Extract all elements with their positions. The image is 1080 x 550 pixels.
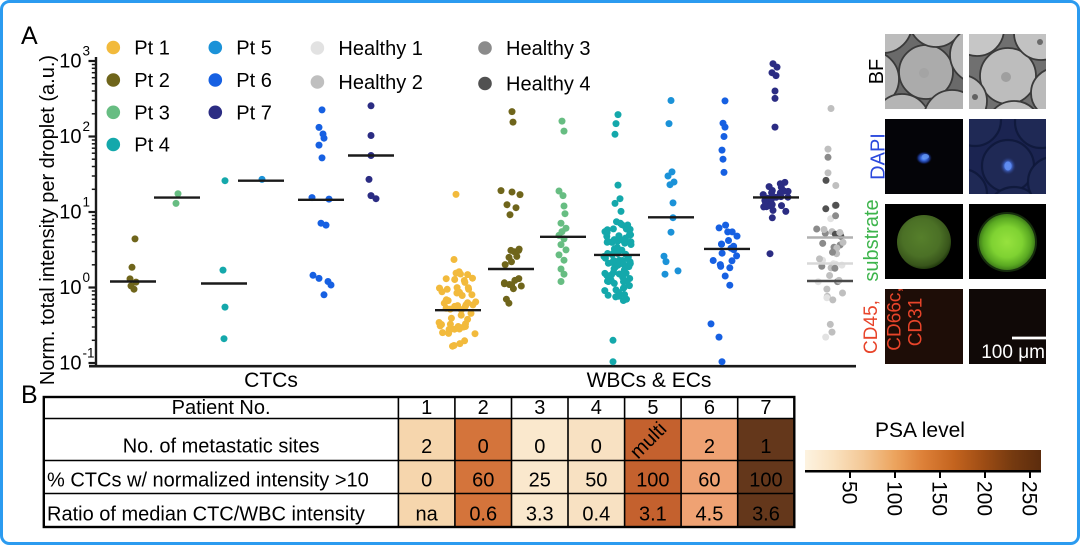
svg-text:No. of metastatic sites: No. of metastatic sites [123,436,320,458]
svg-text:3.6: 3.6 [752,504,780,526]
svg-text:25: 25 [529,470,551,492]
svg-text:200: 200 [973,481,996,516]
svg-text:0.4: 0.4 [582,504,610,526]
svg-text:Pt 2: Pt 2 [134,70,170,92]
svg-text:Pt 5: Pt 5 [236,38,272,60]
svg-text:CD66c,: CD66c, [885,287,906,350]
svg-text:0: 0 [534,436,545,458]
svg-text:PSA level: PSA level [875,419,965,442]
svg-text:60: 60 [472,470,494,492]
svg-text:A: A [21,22,38,50]
svg-text:3: 3 [83,44,91,59]
svg-text:0: 0 [83,270,91,285]
svg-text:0: 0 [478,436,489,458]
svg-text:100: 100 [749,470,782,492]
svg-text:CD45,: CD45, [861,300,882,354]
svg-text:100: 100 [636,470,669,492]
svg-text:Pt 3: Pt 3 [134,102,170,124]
svg-text:CTCs: CTCs [244,369,298,392]
svg-text:5: 5 [647,397,658,419]
svg-text:2: 2 [83,119,91,134]
svg-text:150: 150 [928,481,951,516]
svg-text:1: 1 [760,436,771,458]
svg-text:Pt 4: Pt 4 [134,135,170,157]
svg-text:100 μm: 100 μm [981,342,1045,363]
svg-text:Healthy 4: Healthy 4 [506,74,591,96]
svg-text:1: 1 [83,195,91,210]
svg-text:Pt 7: Pt 7 [236,102,272,124]
svg-text:6: 6 [704,397,715,419]
svg-text:2: 2 [421,436,432,458]
svg-text:4.5: 4.5 [696,504,724,526]
svg-text:10: 10 [59,202,81,224]
svg-text:0: 0 [591,436,602,458]
svg-text:B: B [21,381,38,409]
svg-text:substrate: substrate [861,199,883,281]
svg-text:Healthy 1: Healthy 1 [338,38,423,60]
svg-text:Healthy 3: Healthy 3 [506,38,591,60]
svg-text:0: 0 [421,470,432,492]
svg-text:10: 10 [59,51,81,73]
svg-text:DAPI: DAPI [868,133,890,180]
svg-text:60: 60 [698,470,720,492]
svg-text:10: 10 [59,353,81,375]
svg-text:10: 10 [59,277,81,299]
svg-text:4: 4 [591,397,602,419]
svg-text:50: 50 [838,481,861,504]
svg-text:10: 10 [59,126,81,148]
svg-text:CD31: CD31 [906,298,927,347]
svg-text:100: 100 [883,481,906,516]
svg-text:250: 250 [1018,481,1041,516]
svg-text:% CTCs w/ normalized intensity: % CTCs w/ normalized intensity >10 [47,470,369,492]
svg-text:na: na [416,504,439,526]
svg-text:Patient No.: Patient No. [172,397,271,419]
svg-text:Norm. total intensity per drop: Norm. total intensity per droplet (a.u.) [37,55,59,385]
svg-text:7: 7 [760,397,771,419]
svg-text:50: 50 [585,470,607,492]
svg-text:3.3: 3.3 [526,504,554,526]
svg-text:2: 2 [704,436,715,458]
svg-text:2: 2 [478,397,489,419]
svg-text:3: 3 [534,397,545,419]
svg-text:Pt 1: Pt 1 [134,38,170,60]
svg-text:WBCs & ECs: WBCs & ECs [587,369,712,392]
svg-text:0.6: 0.6 [469,504,497,526]
svg-text:3.1: 3.1 [639,504,667,526]
svg-text:Ratio of median CTC/WBC intens: Ratio of median CTC/WBC intensity [47,504,365,526]
svg-text:Pt 6: Pt 6 [236,70,272,92]
svg-text:1: 1 [421,397,432,419]
svg-text:Healthy 2: Healthy 2 [338,72,423,94]
svg-text:-1: -1 [83,346,95,361]
svg-text:BF: BF [866,59,888,85]
